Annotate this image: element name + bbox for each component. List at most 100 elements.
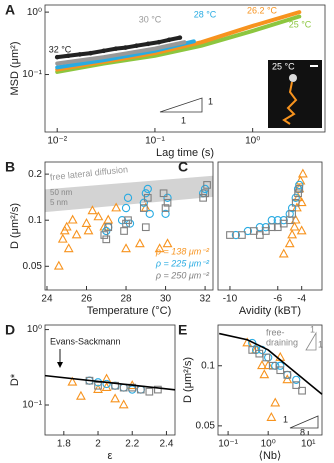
- legend-entry: ρ = 138 μm⁻²: [155, 246, 210, 256]
- square-point: [238, 231, 246, 239]
- y-tick-label: 0.05: [23, 261, 43, 272]
- circle-point: [295, 180, 304, 190]
- square-point: [100, 231, 109, 239]
- square-point: [161, 204, 170, 212]
- x-tick-label: 10¹: [301, 439, 316, 450]
- circle-point: [145, 209, 154, 219]
- particle: [289, 74, 297, 82]
- y-tick-label: 0.05: [196, 421, 216, 432]
- triangle-point: [81, 217, 92, 227]
- y-axis-label: D*: [9, 373, 21, 386]
- square-point: [128, 383, 137, 392]
- slope-label: 1: [181, 115, 186, 125]
- square-point: [111, 381, 119, 390]
- circle-point: [291, 193, 300, 202]
- x-tick-label: 26: [81, 294, 93, 305]
- square-point: [94, 381, 102, 390]
- x-tick-label: -6: [273, 294, 282, 305]
- x-tick-label: 10⁻²: [47, 136, 67, 147]
- x-axis-label: Lag time (s): [156, 147, 214, 159]
- square-point: [295, 185, 304, 193]
- triangle-point: [121, 243, 131, 253]
- band-label: 5 nm: [50, 198, 68, 207]
- triangle-point: [290, 214, 301, 224]
- arrow-head: [57, 362, 63, 368]
- square-point: [262, 353, 271, 362]
- triangle-point: [53, 260, 64, 270]
- msd-point: [145, 41, 151, 47]
- square-point: [283, 371, 292, 379]
- square-point: [143, 193, 152, 202]
- square-point: [154, 385, 162, 394]
- triangle-point: [278, 248, 289, 258]
- square-point: [102, 235, 111, 244]
- panel-label: D: [5, 322, 15, 338]
- legend-entry: ρ = 250 μm⁻²: [155, 270, 210, 280]
- panel-label: A: [5, 2, 15, 18]
- x-axis-label: ε: [108, 450, 113, 462]
- square-point: [199, 193, 207, 202]
- square-point: [292, 381, 301, 389]
- square-point: [159, 189, 168, 198]
- annotation: draining: [266, 337, 298, 347]
- x-tick-label: 10⁻¹: [218, 439, 238, 450]
- triangle-point: [83, 225, 94, 235]
- triangle-point: [291, 202, 302, 212]
- circle-point: [102, 379, 111, 389]
- slope-triangle: [289, 415, 319, 429]
- plot-frame: [44, 161, 214, 291]
- circle-point: [264, 353, 273, 362]
- square-point: [250, 227, 258, 235]
- y-axis-label: D (μm²/s): [9, 203, 21, 249]
- plot-frame: [217, 324, 323, 436]
- triangle-point: [118, 399, 129, 409]
- y-tick-label: 10⁻¹: [22, 69, 42, 80]
- y-tick-label: 10⁰: [27, 7, 42, 18]
- square-point: [226, 231, 234, 239]
- triangle-point: [93, 211, 104, 221]
- plot-frame: [217, 161, 323, 291]
- square-point: [203, 181, 211, 189]
- msd-line: [55, 40, 187, 66]
- triangle-point: [266, 411, 277, 421]
- msd-point: [77, 52, 83, 57]
- y-tick-label: 10⁰: [27, 324, 42, 335]
- triangle-point: [257, 360, 267, 370]
- square-point: [139, 204, 148, 212]
- square-point: [291, 198, 300, 207]
- x-tick-label: 1.8: [57, 439, 71, 450]
- y-tick-label: 10⁻¹: [22, 400, 42, 411]
- circle-point: [141, 189, 150, 198]
- triangle-point: [87, 205, 98, 215]
- x-tick-label: 30: [160, 294, 172, 305]
- x-tick-label: -4: [297, 294, 306, 305]
- triangle-point: [61, 221, 72, 231]
- x-tick-label: -10: [223, 294, 238, 305]
- triangle-point: [71, 229, 82, 239]
- fit-line: [219, 332, 323, 395]
- triangle-point: [154, 243, 165, 253]
- square-point: [163, 198, 172, 207]
- triangle-point: [75, 390, 86, 400]
- msd-point: [101, 48, 107, 54]
- series-label: 30 °C: [139, 14, 162, 24]
- slope-triangle: [159, 97, 203, 113]
- triangle-point: [111, 202, 122, 212]
- legend-entry: ρ = 225 μm⁻²: [155, 258, 210, 268]
- panel-label: C: [178, 159, 188, 175]
- trajectory: [282, 81, 298, 125]
- slope-label: 1: [310, 324, 315, 334]
- y-tick-label: 0.1: [201, 360, 215, 371]
- circle-point: [231, 230, 241, 240]
- panel-label: B: [5, 159, 15, 175]
- circle-point: [139, 198, 148, 207]
- square-point: [294, 189, 302, 198]
- fit-line: [44, 374, 176, 391]
- plot-frame: [44, 4, 326, 133]
- square-point: [267, 223, 276, 232]
- series-label: 25 °C: [289, 19, 312, 29]
- x-tick-label: 2.2: [125, 439, 139, 450]
- series-label: 28 °C: [194, 9, 217, 19]
- slope-label: 1: [208, 96, 213, 106]
